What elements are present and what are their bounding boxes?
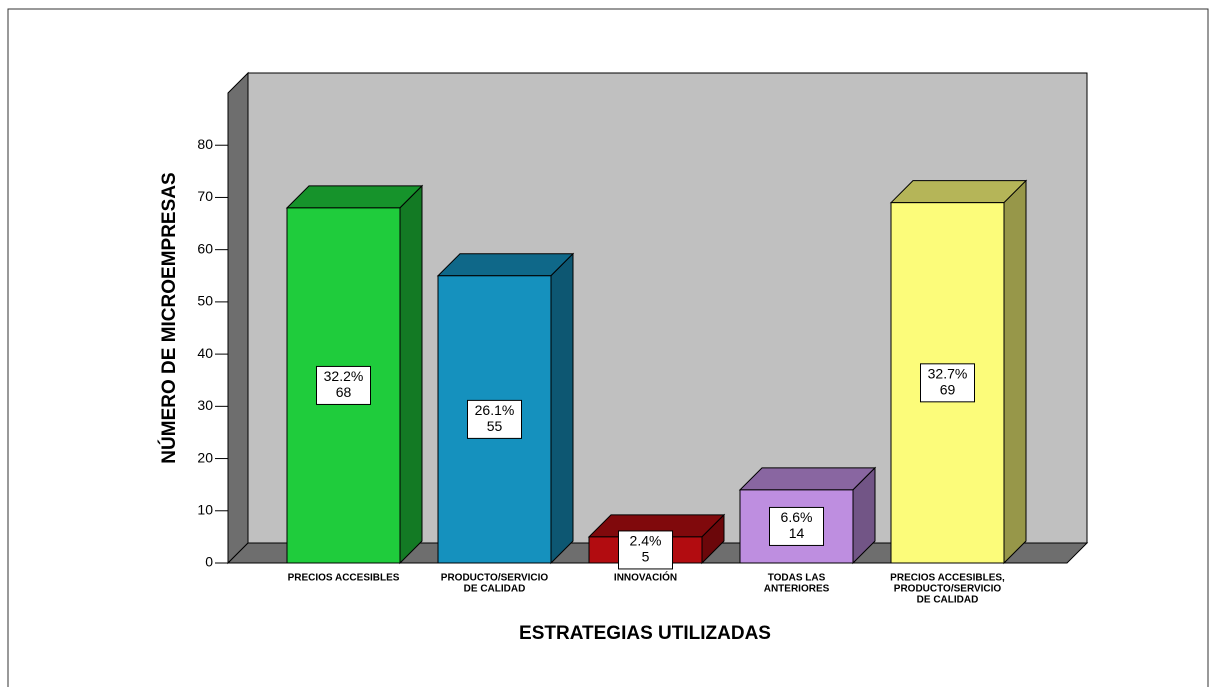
y-tick-label: 30 bbox=[197, 397, 213, 413]
y-tick-label: 0 bbox=[205, 554, 213, 570]
data-label-box bbox=[769, 506, 824, 546]
percent-label: 6.6% bbox=[781, 509, 813, 525]
bar-side bbox=[399, 184, 423, 565]
x-tick-label: DE CALIDAD bbox=[464, 584, 526, 595]
x-tick-label: PRECIOS ACCESIBLES, bbox=[890, 573, 1005, 584]
x-axis-title: ESTRATEGIAS UTILIZADAS bbox=[519, 623, 771, 644]
percent-label: 26.1% bbox=[475, 402, 515, 418]
y-tick-label: 80 bbox=[197, 136, 213, 152]
y-tick-label: 10 bbox=[197, 501, 213, 517]
bar-side bbox=[1003, 179, 1027, 565]
percent-label: 32.7% bbox=[928, 366, 968, 382]
bar-top bbox=[738, 467, 877, 491]
x-tick-label: TODAS LAS bbox=[768, 573, 826, 584]
percent-label: 2.4% bbox=[630, 533, 662, 549]
bar-top bbox=[436, 253, 575, 277]
y-tick-label: 20 bbox=[197, 449, 213, 465]
bar-top bbox=[889, 180, 1028, 204]
x-tick-label: ANTERIORES bbox=[764, 584, 830, 595]
side-wall bbox=[227, 71, 249, 565]
x-tick-label: PRODUCTO/SERVICIO bbox=[441, 573, 549, 584]
y-axis-title: NÚMERO DE MICROEMPRESAS bbox=[158, 172, 180, 463]
y-tick-label: 60 bbox=[197, 240, 213, 256]
bar-front bbox=[739, 489, 854, 564]
plot: 0 10 20 30 40 50 60 70 80 32.2%68 PRECIOS ACCESIBL… bbox=[197, 71, 1089, 606]
x-tick-label: PRECIOS ACCESIBLES bbox=[288, 573, 400, 584]
value-label: 5 bbox=[642, 549, 650, 565]
x-tick-label: PRODUCTO/SERVICIO bbox=[894, 584, 1002, 595]
data-label-box bbox=[467, 399, 522, 439]
data-label-box bbox=[316, 365, 371, 405]
data-label-box bbox=[920, 363, 975, 403]
data-label-box bbox=[618, 530, 673, 570]
value-label: 14 bbox=[789, 525, 805, 541]
x-tick-label: DE CALIDAD bbox=[917, 595, 979, 606]
y-tick-label: 40 bbox=[197, 345, 213, 361]
x-tick-label: INNOVACIÓN bbox=[614, 571, 677, 584]
value-label: 69 bbox=[940, 382, 956, 398]
percent-label: 32.2% bbox=[324, 368, 364, 384]
y-tick-label: 70 bbox=[197, 188, 213, 204]
value-label: 55 bbox=[487, 418, 503, 434]
y-tick-label: 50 bbox=[197, 293, 213, 309]
bar-side bbox=[550, 252, 574, 565]
bar bbox=[738, 466, 877, 565]
bar-top bbox=[285, 185, 424, 209]
value-label: 68 bbox=[336, 384, 352, 400]
